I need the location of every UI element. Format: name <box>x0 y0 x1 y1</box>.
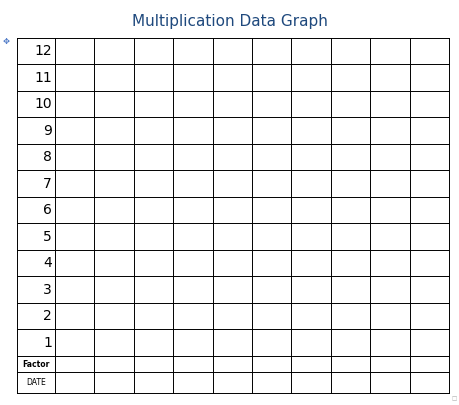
Text: 3: 3 <box>43 283 52 297</box>
Text: 8: 8 <box>43 150 52 164</box>
Text: 4: 4 <box>43 256 52 270</box>
Text: ✥: ✥ <box>3 37 10 46</box>
Text: 1: 1 <box>43 336 52 350</box>
Text: 12: 12 <box>34 44 52 58</box>
Text: Factor: Factor <box>22 360 50 369</box>
Text: 11: 11 <box>34 71 52 85</box>
Text: 9: 9 <box>43 124 52 138</box>
Text: DATE: DATE <box>26 378 46 387</box>
Text: Multiplication Data Graph: Multiplication Data Graph <box>132 14 327 29</box>
Text: 5: 5 <box>43 230 52 244</box>
Text: 7: 7 <box>43 177 52 191</box>
Text: □: □ <box>452 396 457 401</box>
Text: 6: 6 <box>43 203 52 217</box>
Text: 2: 2 <box>43 309 52 323</box>
Text: 10: 10 <box>34 97 52 111</box>
